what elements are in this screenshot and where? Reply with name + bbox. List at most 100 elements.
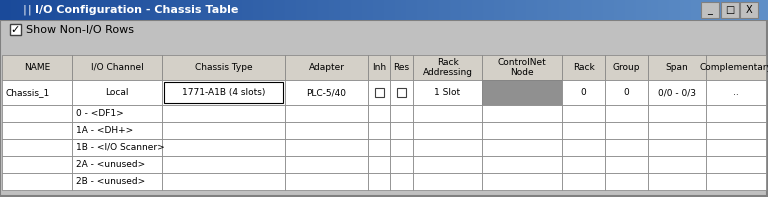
Bar [648,156,706,173]
Bar [701,2,719,18]
Bar [648,55,706,80]
Bar [413,80,482,105]
Bar [368,80,390,105]
Bar [413,55,482,80]
Bar [413,139,482,156]
Bar [72,139,162,156]
Bar [2,173,72,190]
Bar [721,2,739,18]
Text: 0: 0 [581,88,587,97]
Text: I/O Channel: I/O Channel [91,63,144,72]
Text: Local: Local [105,88,129,97]
Text: Span: Span [666,63,688,72]
Bar [285,105,368,122]
Bar [390,105,413,122]
Bar [162,173,285,190]
Text: 2B - <unused>: 2B - <unused> [76,177,145,186]
Bar [605,139,648,156]
Text: 1771-A1B (4 slots): 1771-A1B (4 slots) [182,88,265,97]
Bar [648,105,706,122]
Text: ✓: ✓ [11,25,20,35]
Bar [368,105,390,122]
Bar [162,156,285,173]
Bar [368,55,390,80]
Text: Rack: Rack [573,63,594,72]
Bar [605,122,648,139]
Bar [2,55,72,80]
Bar [162,122,285,139]
Text: Rack
Addressing: Rack Addressing [422,58,472,77]
Text: 0/0 - 0/3: 0/0 - 0/3 [658,88,696,97]
Bar [390,156,413,173]
Bar [285,156,368,173]
Bar [285,139,368,156]
Bar [390,122,413,139]
Text: Adapter: Adapter [309,63,345,72]
Text: Show Non-I/O Rows: Show Non-I/O Rows [26,24,134,34]
Bar [368,139,390,156]
Text: ..: .. [733,88,739,97]
Bar [72,156,162,173]
Text: I/O Configuration - Chassis Table: I/O Configuration - Chassis Table [35,5,238,15]
Bar [162,80,285,105]
Bar [482,156,562,173]
Bar [2,139,72,156]
Bar [285,55,368,80]
Text: X: X [746,5,753,15]
Bar [562,55,605,80]
Text: ||: || [22,5,34,15]
Text: Complementary: Complementary [700,63,768,72]
Bar [605,80,648,105]
Bar [648,80,706,105]
Bar [0,20,767,196]
Bar [368,122,390,139]
Bar [482,55,562,80]
Bar [413,156,482,173]
Bar [162,139,285,156]
Bar [482,80,562,105]
Bar [72,55,162,80]
Bar [562,105,605,122]
Bar [648,173,706,190]
Bar [648,139,706,156]
Text: Chassis_1: Chassis_1 [5,88,49,97]
Text: _: _ [707,5,713,15]
Bar [605,55,648,80]
Bar [482,139,562,156]
Bar [390,80,413,105]
Bar [706,80,766,105]
Bar [562,122,605,139]
Bar [648,122,706,139]
Text: 0: 0 [624,88,629,97]
Bar [2,156,72,173]
Bar [72,105,162,122]
Text: PLC-5/40: PLC-5/40 [306,88,346,97]
Bar [390,55,413,80]
Bar [706,139,766,156]
Text: 1A - <DH+>: 1A - <DH+> [76,126,134,135]
Bar [72,122,162,139]
Bar [605,173,648,190]
Bar [397,88,406,97]
Bar [562,173,605,190]
Bar [162,55,285,80]
Bar [390,139,413,156]
Bar [10,24,21,35]
Bar [706,105,766,122]
Bar [562,139,605,156]
Text: Group: Group [613,63,641,72]
Bar [482,105,562,122]
Bar [706,173,766,190]
Bar [2,122,72,139]
Bar [2,80,72,105]
Text: ControlNet
Node: ControlNet Node [498,58,546,77]
Bar [285,80,368,105]
Text: □: □ [725,5,735,15]
Bar [375,88,383,97]
Bar [740,2,758,18]
Bar [164,82,283,103]
Bar [605,156,648,173]
Bar [390,173,413,190]
Bar [562,156,605,173]
Bar [368,173,390,190]
